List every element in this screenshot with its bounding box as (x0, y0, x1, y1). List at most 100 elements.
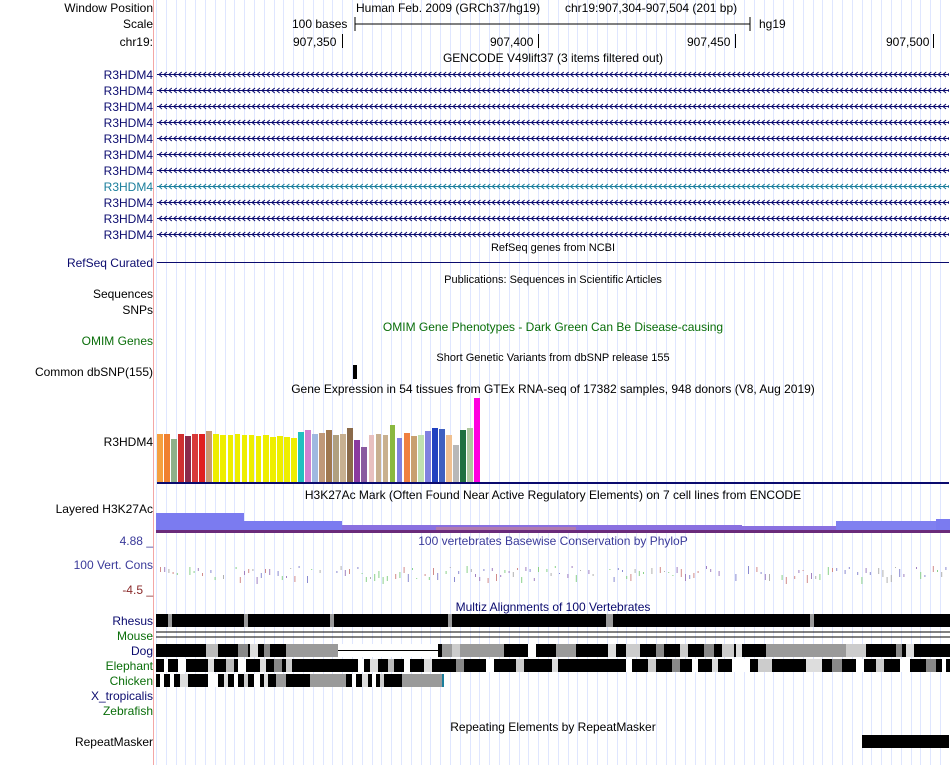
gtex-tissue-bar[interactable] (431, 428, 438, 483)
gencode-transcript-line[interactable] (157, 103, 949, 110)
gencode-transcript-line[interactable] (157, 119, 949, 126)
gtex-gene-label[interactable]: R3HDM4 (103, 435, 153, 449)
gencode-transcript-line[interactable] (157, 215, 949, 222)
refseq-curated-label[interactable]: RefSeq Curated (66, 256, 153, 270)
gencode-transcript-label[interactable]: R3HDM4 (103, 196, 153, 210)
gtex-tissue-bar[interactable] (474, 398, 480, 483)
gtex-tissue-bar[interactable] (171, 439, 177, 483)
gtex-tissue-bar[interactable] (220, 435, 227, 483)
gtex-tissue-bar[interactable] (361, 447, 368, 483)
gencode-transcript-line[interactable] (157, 87, 949, 94)
gtex-tissue-bar[interactable] (340, 434, 347, 483)
gtex-tissue-bar[interactable] (446, 435, 452, 483)
gtex-tissue-bar[interactable] (192, 434, 198, 483)
gtex-tissue-bar[interactable] (460, 430, 466, 483)
gencode-transcript-line[interactable] (157, 167, 949, 174)
gtex-tissue-bar[interactable] (255, 436, 262, 483)
gencode-transcript-label[interactable]: R3HDM4 (103, 132, 153, 146)
gencode-transcript-line[interactable] (157, 71, 949, 78)
gtex-tissue-bar[interactable] (312, 434, 318, 483)
gtex-tissue-bar[interactable] (333, 435, 339, 483)
gtex-tissue-bar[interactable] (439, 429, 445, 483)
gtex-tissue-bar[interactable] (164, 434, 170, 483)
gencode-transcript-line[interactable] (157, 151, 949, 158)
gtex-tissue-bar[interactable] (403, 433, 410, 483)
gtex-bar-chart[interactable] (157, 397, 557, 483)
gencode-transcript-label[interactable]: R3HDM4 (103, 180, 153, 194)
gtex-tissue-bar[interactable] (305, 430, 311, 483)
gtex-tissue-bar[interactable] (453, 445, 459, 483)
gtex-tissue-bar[interactable] (234, 434, 241, 483)
layered-h3k27ac-label[interactable]: Layered H3K27Ac (55, 502, 153, 516)
gtex-tissue-bar[interactable] (382, 435, 389, 483)
gtex-tissue-bar[interactable] (319, 433, 325, 483)
gtex-tissue-bar[interactable] (396, 438, 403, 483)
h3k27ac-signal[interactable] (156, 505, 950, 533)
omim-track-title[interactable]: OMIM Gene Phenotypes - Dark Green Can Be… (382, 320, 724, 334)
gencode-transcript-label[interactable]: R3HDM4 (103, 228, 153, 242)
gencode-transcript-label[interactable]: R3HDM4 (103, 100, 153, 114)
species-label-mouse[interactable]: Mouse (116, 629, 153, 643)
gencode-track-title[interactable]: GENCODE V49lift37 (3 items filtered out) (442, 51, 664, 65)
gencode-transcript-line[interactable] (157, 231, 949, 238)
cons-label[interactable]: 100 Vert. Cons (73, 558, 153, 572)
gtex-tissue-bar[interactable] (185, 436, 191, 483)
gtex-tissue-bar[interactable] (269, 437, 276, 483)
h3k27ac-track-title[interactable]: H3K27Ac Mark (Often Found Near Active Re… (304, 488, 802, 502)
repeat-element[interactable] (862, 735, 949, 748)
species-label-chicken[interactable]: Chicken (109, 674, 153, 688)
species-label-rhesus[interactable]: Rhesus (112, 614, 153, 628)
dbsnp-variant[interactable] (353, 365, 357, 379)
snps-label[interactable]: SNPs (122, 303, 153, 317)
gtex-tissue-bar[interactable] (375, 434, 382, 483)
repeatmasker-label[interactable]: RepeatMasker (74, 735, 153, 749)
gencode-transcript-label[interactable]: R3HDM4 (103, 164, 153, 178)
gtex-tissue-bar[interactable] (262, 435, 269, 483)
common-dbsnp-label[interactable]: Common dbSNP(155) (34, 365, 153, 379)
gtex-tissue-bar[interactable] (389, 425, 396, 483)
gtex-tissue-bar[interactable] (248, 435, 255, 483)
gtex-tissue-bar[interactable] (326, 430, 332, 483)
gtex-tissue-bar[interactable] (298, 432, 304, 483)
gtex-tissue-bar[interactable] (290, 438, 297, 483)
gencode-transcript-line[interactable] (157, 183, 949, 190)
publications-track-title[interactable]: Publications: Sequences in Scientific Ar… (444, 274, 662, 286)
gtex-tissue-bar[interactable] (276, 436, 283, 483)
gtex-tissue-bar[interactable] (213, 434, 220, 483)
multiz-track-title[interactable]: Multiz Alignments of 100 Vertebrates (455, 600, 651, 614)
conservation-signal[interactable] (156, 560, 950, 584)
omim-genes-label[interactable]: OMIM Genes (81, 334, 153, 348)
gtex-tissue-bar[interactable] (410, 436, 417, 483)
gtex-tissue-bar[interactable] (206, 431, 213, 483)
gtex-tissue-bar[interactable] (241, 435, 248, 483)
species-label-xtropicalis[interactable]: X_tropicalis (90, 689, 153, 703)
gtex-tissue-bar[interactable] (467, 428, 473, 483)
gencode-transcript-label[interactable]: R3HDM4 (103, 116, 153, 130)
gencode-transcript-label[interactable]: R3HDM4 (103, 68, 153, 82)
gtex-tissue-bar[interactable] (157, 434, 163, 483)
refseq-gene-line[interactable] (157, 262, 949, 263)
gtex-tissue-bar[interactable] (368, 435, 375, 483)
species-label-dog[interactable]: Dog (130, 644, 153, 658)
gtex-tissue-bar[interactable] (178, 434, 184, 483)
gencode-transcript-line[interactable] (157, 135, 949, 142)
gencode-transcript-label[interactable]: R3HDM4 (103, 148, 153, 162)
multiz-alignment[interactable] (156, 612, 950, 692)
assembly-title[interactable]: Human Feb. 2009 (GRCh37/hg19) (356, 1, 541, 15)
dbsnp-track-title[interactable]: Short Genetic Variants from dbSNP releas… (436, 352, 670, 364)
gencode-transcript-label[interactable]: R3HDM4 (103, 212, 153, 226)
repeatmasker-track-title[interactable]: Repeating Elements by RepeatMasker (450, 720, 656, 734)
refseq-track-title[interactable]: RefSeq genes from NCBI (490, 242, 616, 254)
sequences-label[interactable]: Sequences (92, 287, 153, 301)
gtex-tissue-bar[interactable] (199, 434, 206, 483)
gtex-tissue-bar[interactable] (227, 435, 234, 483)
gtex-tissue-bar[interactable] (283, 437, 290, 483)
conservation-track-title[interactable]: 100 vertebrates Basewise Conservation by… (418, 534, 688, 548)
gencode-transcript-line[interactable] (157, 199, 949, 206)
species-label-zebrafish[interactable]: Zebrafish (102, 704, 153, 718)
position-readout[interactable]: chr19:907,304-907,504 (201 bp) (565, 1, 738, 15)
gtex-tissue-bar[interactable] (354, 440, 361, 483)
gtex-tissue-bar[interactable] (347, 428, 354, 483)
gtex-tissue-bar[interactable] (417, 435, 424, 483)
gencode-transcript-label[interactable]: R3HDM4 (103, 84, 153, 98)
